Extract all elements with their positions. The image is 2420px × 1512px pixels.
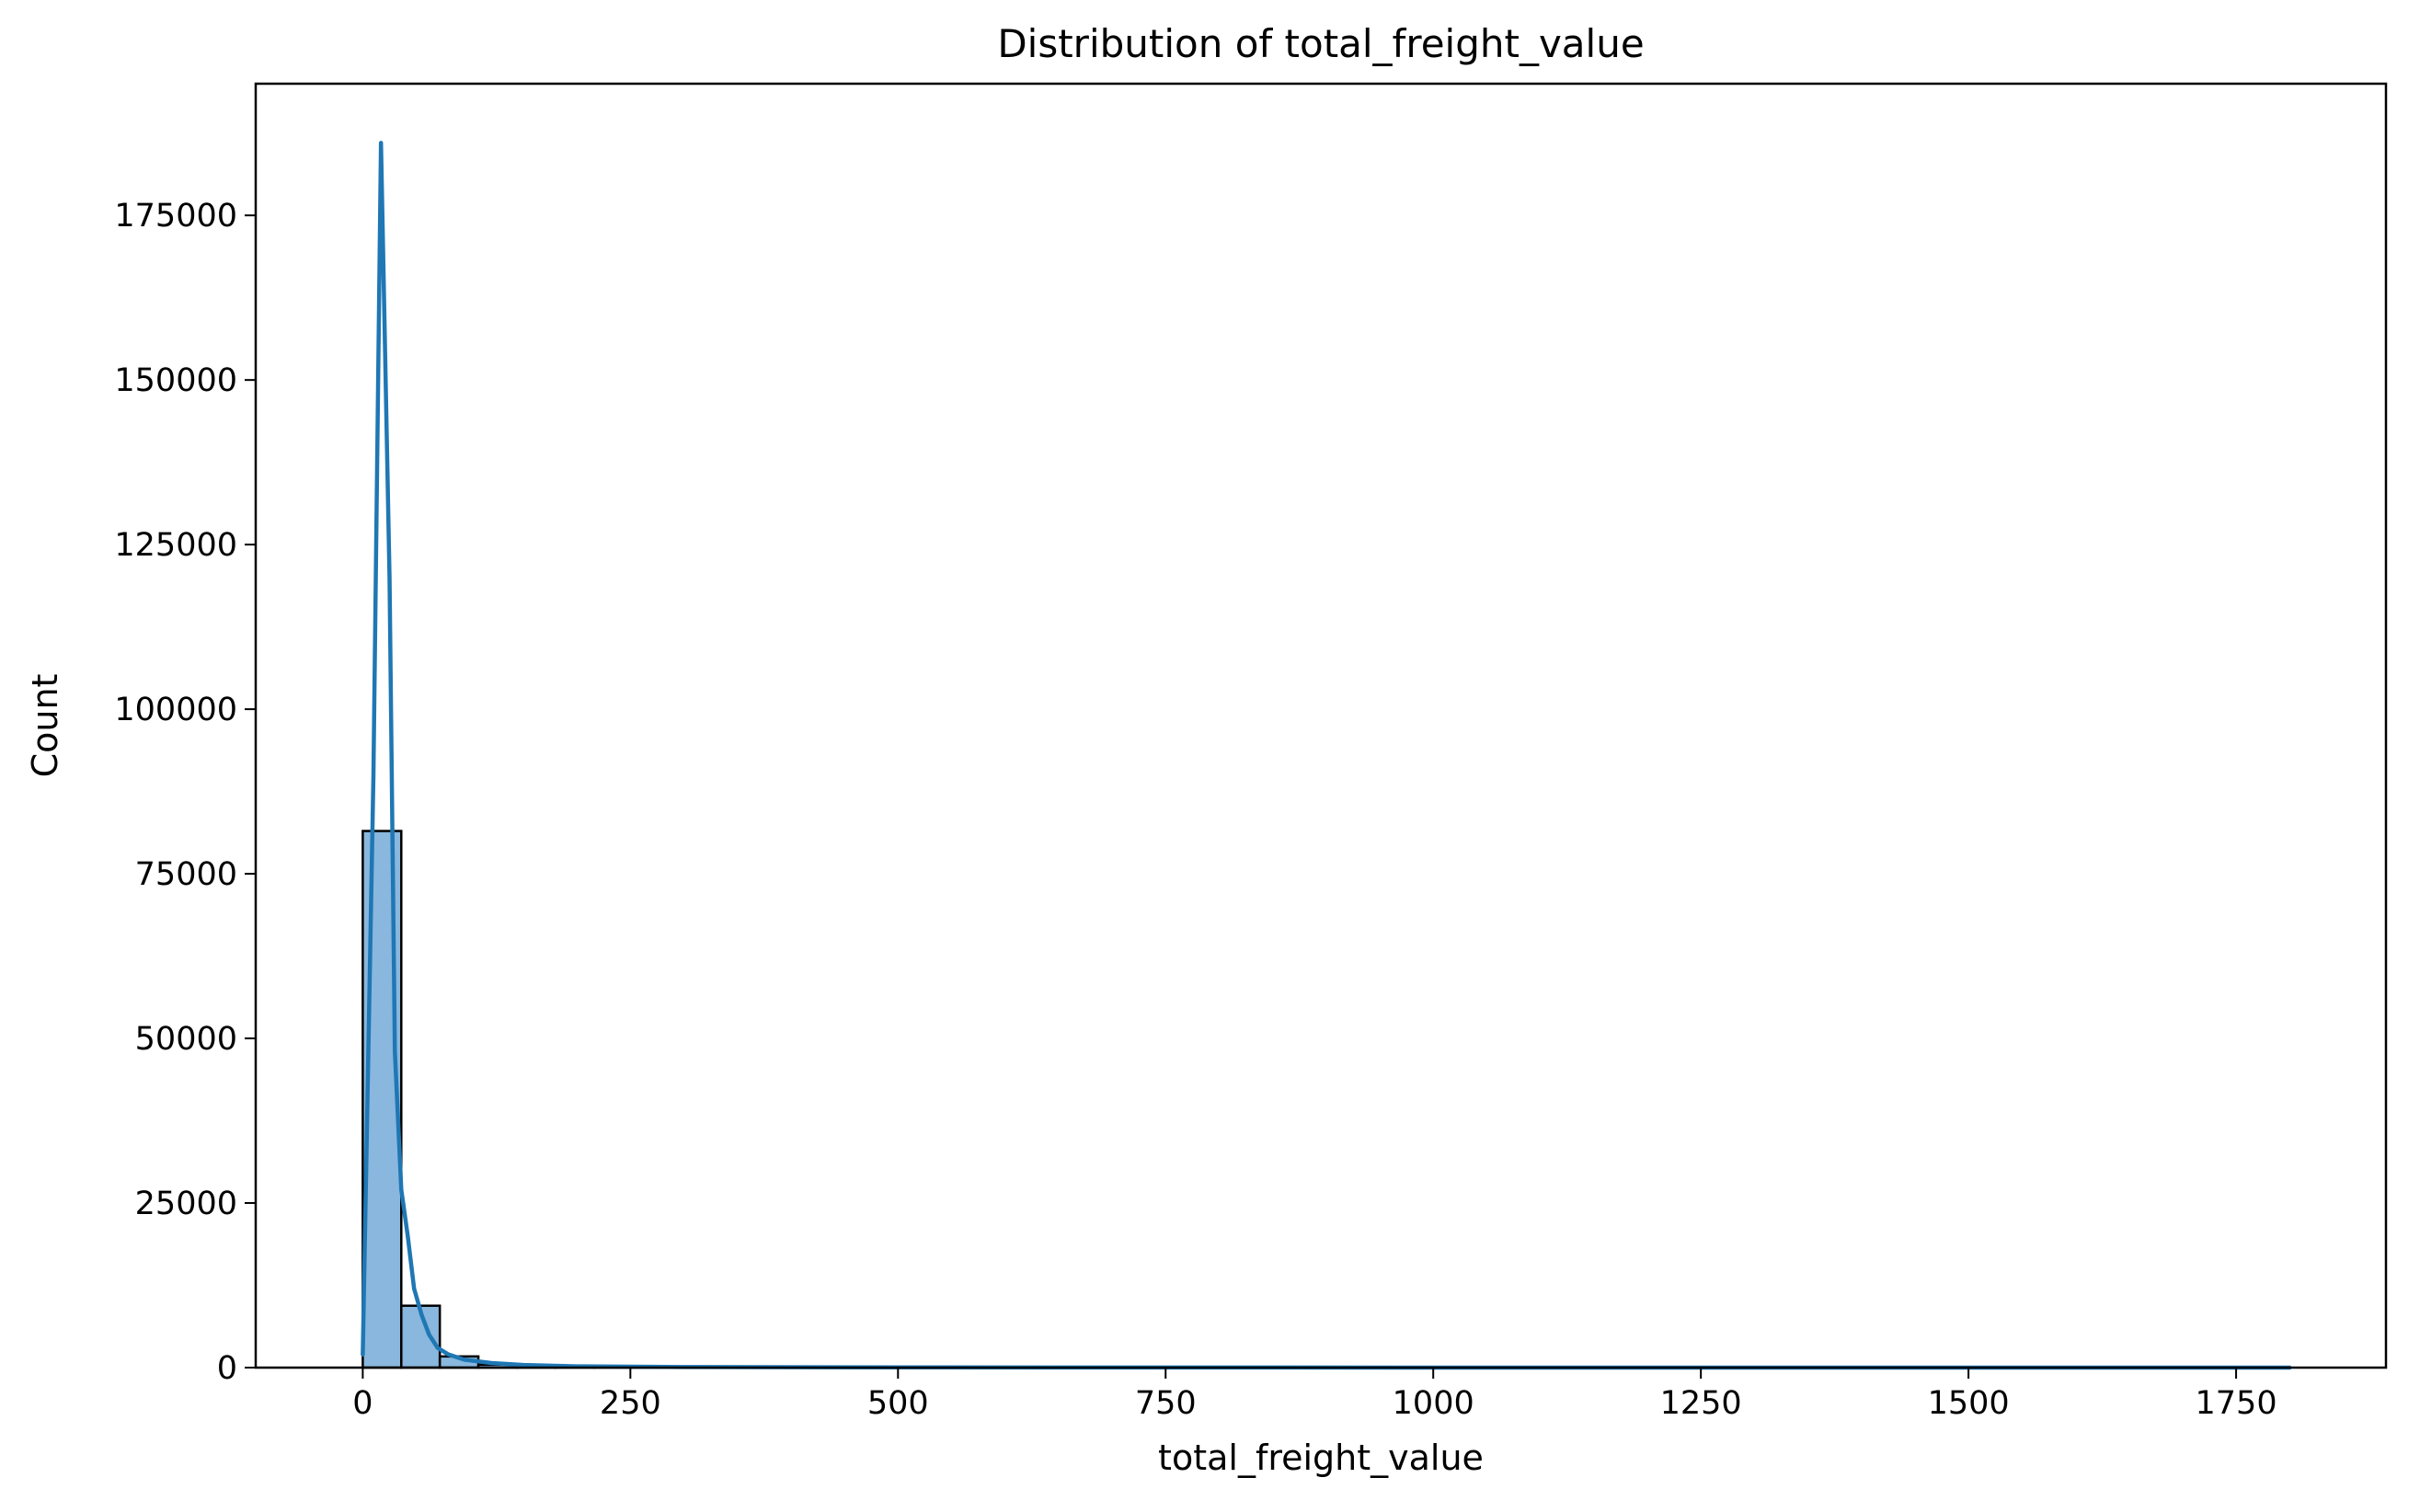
x-tick-label: 1250: [1660, 1385, 1742, 1422]
y-tick-label: 25000: [135, 1186, 237, 1222]
x-tick-label: 1000: [1393, 1385, 1474, 1422]
y-tick-label: 125000: [114, 527, 237, 564]
x-axis-label: total_freight_value: [1158, 1438, 1484, 1478]
x-tick-label: 250: [600, 1385, 661, 1422]
x-tick-label: 1500: [1928, 1385, 2010, 1422]
y-tick-label: 175000: [114, 198, 237, 235]
y-tick-label: 75000: [135, 856, 237, 893]
kde-layer: [362, 143, 2289, 1368]
x-tick-label: 500: [867, 1385, 929, 1422]
x-tick-label: 0: [352, 1385, 373, 1422]
x-tick-label: 750: [1135, 1385, 1197, 1422]
y-tick-label: 150000: [114, 362, 237, 399]
x-tick-label: 1750: [2196, 1385, 2277, 1422]
y-tick-label: 100000: [114, 692, 237, 728]
y-tick-label: 50000: [135, 1021, 237, 1058]
chart-title: Distribution of total_freight_value: [997, 21, 1644, 66]
y-axis-label: Count: [25, 674, 65, 778]
histogram-bars: [362, 831, 1133, 1368]
plot-frame: [256, 84, 2386, 1368]
kde-line: [362, 143, 2289, 1368]
y-tick-label: 0: [217, 1350, 237, 1387]
axis-ticks: 0 250 500 750 1000 1250 1500 1750 0 25000 50000 750…: [114, 198, 2277, 1422]
